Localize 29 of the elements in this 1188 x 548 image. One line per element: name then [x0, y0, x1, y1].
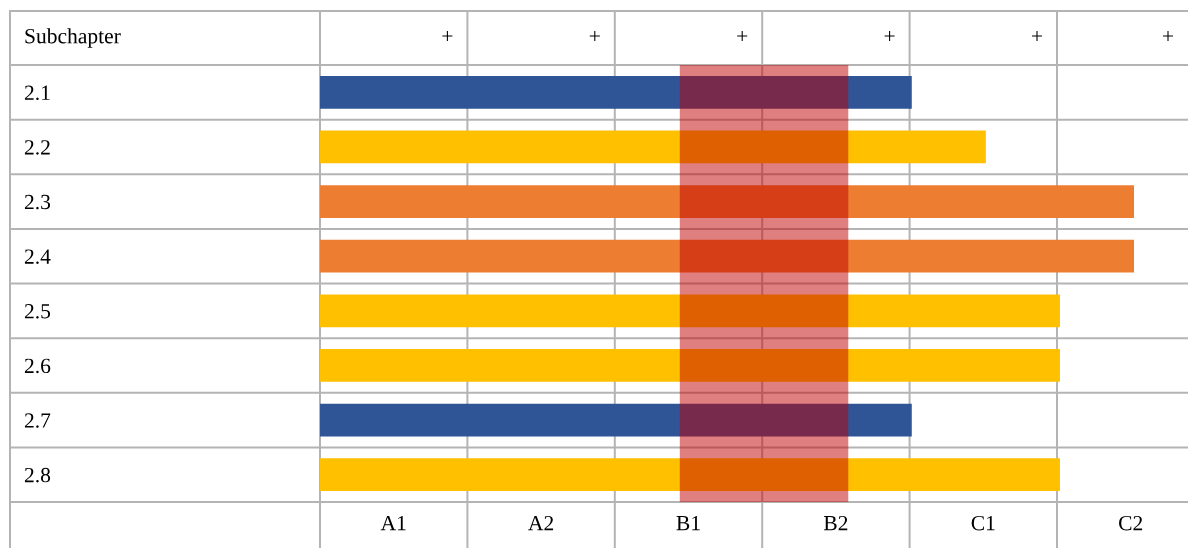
text: +: [589, 31, 600, 42]
bar: [320, 403, 912, 437]
bar: [320, 75, 912, 109]
bar: [320, 349, 1060, 382]
bar: [320, 458, 1060, 492]
y-tick-label: 2.5: [24, 304, 51, 319]
text: B1: [676, 515, 700, 531]
bar: [320, 239, 1134, 273]
y-tick-label: 2.3: [24, 194, 51, 210]
text: +: [442, 31, 453, 42]
text: C1: [971, 515, 995, 531]
bar: [320, 294, 1060, 328]
text: C2: [1119, 515, 1143, 531]
text: +: [884, 31, 895, 42]
bar: [320, 130, 986, 164]
text: A2: [528, 515, 554, 531]
text: +: [1032, 31, 1043, 42]
y-tick-label: 2.1: [24, 85, 50, 101]
text: +: [1163, 31, 1174, 42]
y-tick-label: 2.7: [24, 413, 51, 428]
text: B2: [823, 515, 848, 531]
y-axis-title: Subchapter: [25, 28, 121, 48]
y-tick-label: 2.6: [24, 358, 51, 374]
y-tick-label: 2.2: [24, 140, 50, 155]
y-tick-label: 2.8: [24, 467, 51, 483]
bar: [320, 185, 1134, 218]
text: A1: [380, 515, 406, 531]
y-tick-label: 2.4: [24, 249, 51, 264]
text: +: [737, 31, 748, 42]
